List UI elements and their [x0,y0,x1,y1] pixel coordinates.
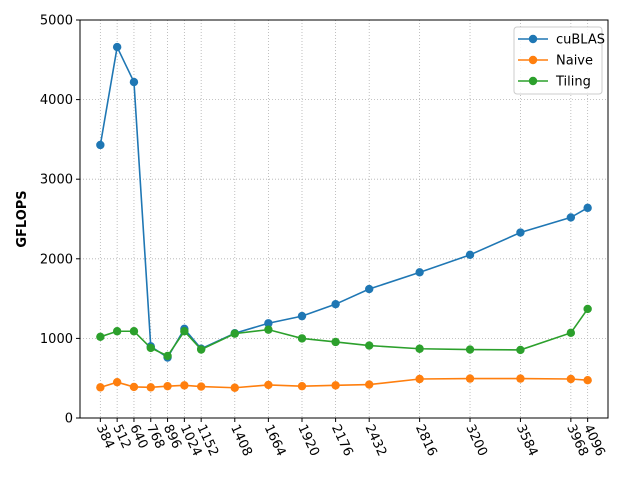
data-point-naive [583,375,592,385]
data-point-naive [297,381,307,391]
data-point-naive [129,382,139,392]
data-point-naive [365,380,374,389]
data-point-cublas [415,268,424,277]
data-point-cublas [516,228,525,237]
data-point-cublas [465,250,475,260]
data-point-tiling [583,304,592,314]
y-tick-label: 5000 [40,14,73,29]
data-point-cublas [566,213,576,222]
data-point-tiling [230,329,239,338]
legend-label: Tiling [555,75,591,90]
legend-item-tiling: Tiling [518,75,591,90]
data-point-tiling [196,345,206,354]
data-point-cublas [112,42,122,52]
y-tick-label: 3000 [40,173,73,188]
data-point-tiling [465,345,475,354]
data-point-naive [196,382,206,391]
data-point-naive [112,377,122,387]
data-point-tiling [180,327,189,336]
series-tiling [96,304,592,361]
series-group [96,42,592,392]
data-point-cublas [583,203,592,213]
legend-marker [528,34,538,44]
data-point-cublas [96,140,105,150]
data-point-tiling [129,327,139,336]
data-point-cublas [297,311,307,321]
data-point-tiling [163,351,172,361]
legend-label: Naive [556,54,593,69]
legend-marker [528,76,538,86]
data-point-naive [230,383,239,392]
y-tick-label: 2000 [40,252,73,267]
data-point-naive [566,374,576,384]
data-point-tiling [415,344,424,353]
data-point-naive [415,374,424,384]
data-point-naive [180,381,189,390]
legend: cuBLAS Naive Tiling [513,26,605,95]
plot-frame [79,19,609,419]
legend-item-naive: Naive [518,54,593,69]
data-point-cublas [264,319,273,328]
y-tick-label: 0 [65,412,73,427]
y-tick-label: 4000 [40,93,73,108]
data-point-tiling [297,334,307,343]
data-point-tiling [566,328,576,338]
data-point-tiling [96,332,105,342]
legend-marker [528,55,538,65]
data-point-naive [264,380,273,390]
data-point-cublas [365,284,374,294]
data-point-tiling [516,345,525,355]
legend-item-cublas: cuBLAS [518,33,605,48]
data-point-tiling [112,327,122,336]
y-tick-label: 1000 [40,332,73,347]
data-point-naive [465,374,475,383]
data-point-tiling [146,343,155,353]
data-point-tiling [331,337,340,347]
legend-box [513,26,603,95]
data-point-cublas [129,77,139,87]
data-point-naive [96,383,105,392]
data-point-naive [146,383,155,392]
y-axis-label: GFLOPS [15,190,30,247]
data-point-naive [516,374,525,383]
data-point-cublas [331,299,340,309]
data-point-tiling [365,341,374,350]
y-axis: 0 1000 2000 3000 4000 5000 [40,14,80,427]
legend-label: cuBLAS [556,33,605,48]
data-point-tiling [264,325,273,334]
data-point-naive [331,381,340,390]
data-point-naive [163,381,172,391]
series-naive [96,374,592,392]
